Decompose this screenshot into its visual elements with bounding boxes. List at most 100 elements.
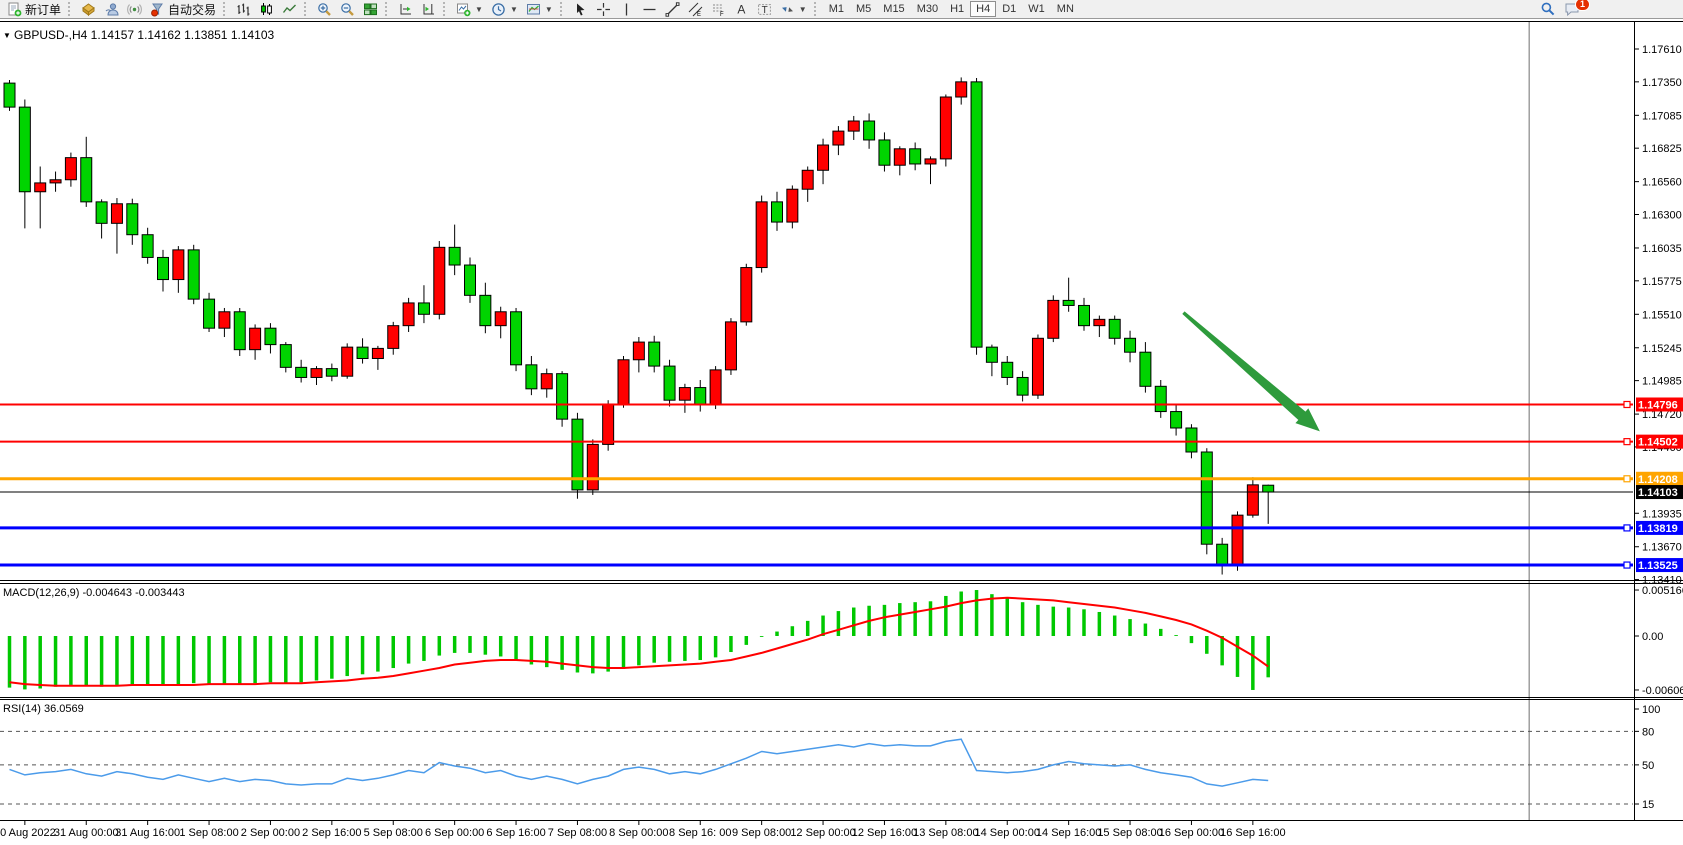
- candle-body: [771, 201, 783, 223]
- chart-shift-button[interactable]: [417, 1, 440, 18]
- chart-canvas[interactable]: 1.17610 1.17350 1.17085 1.16825 1.16560 1.163…: [0, 19, 1683, 845]
- zoom-in-button[interactable]: [313, 1, 336, 18]
- text-button[interactable]: A: [730, 1, 753, 18]
- new-chart-button[interactable]: ▼: [452, 1, 487, 18]
- candle-body: [1200, 451, 1213, 545]
- market-button[interactable]: [77, 1, 100, 18]
- line-handle[interactable]: [1623, 438, 1631, 446]
- timeframe-M15[interactable]: M15: [877, 1, 910, 17]
- dropdown-caret-icon: ▼: [544, 4, 553, 14]
- candles-chart-button[interactable]: [255, 1, 278, 18]
- price-axis: 1.17610 1.17350 1.17085 1.16825 1.16560 1.163…: [1634, 44, 1683, 811]
- text-label-button[interactable]: T: [753, 1, 776, 18]
- new-chart-icon: [456, 2, 471, 17]
- candle-body: [448, 246, 461, 266]
- bars-chart-icon: [236, 2, 251, 17]
- candle-body: [709, 369, 722, 405]
- rsi-line: [9, 738, 1269, 787]
- candle-body: [1062, 299, 1075, 306]
- signals-button[interactable]: [123, 1, 146, 18]
- time-tick-label: 16 Sep 16:00: [1220, 827, 1285, 839]
- line-chart-button[interactable]: [278, 1, 301, 18]
- timeframe-MN[interactable]: MN: [1051, 1, 1080, 17]
- timeframe-M1[interactable]: M1: [823, 1, 850, 17]
- periods-clock-icon: [491, 2, 506, 17]
- price-badges: 1.14796 1.14502 1.14208 1.13819 1.13525 1.141…: [1636, 397, 1683, 573]
- timeframe-D1[interactable]: D1: [996, 1, 1022, 17]
- horizontal-line-button[interactable]: [638, 1, 661, 18]
- price-tick-label: 1.16035: [1642, 243, 1682, 255]
- time-tick-label: 8 Sep 00:00: [609, 827, 668, 839]
- search-icon: [1540, 1, 1556, 17]
- toolbar-separator: [443, 2, 449, 16]
- crosshair-button[interactable]: [592, 1, 615, 18]
- candles-chart-icon: [259, 2, 274, 17]
- line-handle[interactable]: [1623, 400, 1631, 409]
- chart-title: GBPUSD-,H4 1.14157 1.14162 1.13851 1.141…: [14, 28, 275, 42]
- auto-trading-label: 自动交易: [168, 2, 217, 17]
- candle-body: [464, 264, 476, 296]
- price-badge-label: 1.14208: [1638, 474, 1678, 486]
- rsi-tick-label: 100: [1642, 704, 1660, 716]
- price-badge-label: 1.14103: [1638, 487, 1678, 499]
- tile-windows-button[interactable]: [359, 1, 382, 18]
- rsi-levels: [0, 730, 1633, 805]
- line-handle[interactable]: [1623, 524, 1631, 532]
- candle-body: [417, 302, 430, 315]
- timeframe-H4[interactable]: H4: [970, 1, 997, 17]
- bars-chart-button[interactable]: [232, 1, 255, 18]
- fibonacci-button[interactable]: F: [707, 1, 730, 18]
- notifications-button[interactable]: 1: [1560, 0, 1590, 18]
- periods-button[interactable]: ▼: [487, 1, 522, 18]
- auto-trading-button[interactable]: 自动交易: [146, 1, 220, 18]
- auto-scroll-button[interactable]: [394, 1, 417, 18]
- timeframe-group: M1 M5 M15 M30 H1 H4 D1 W1 MN: [823, 1, 1080, 17]
- time-tick-label: 14 Sep 00:00: [975, 827, 1040, 839]
- candle-body: [863, 120, 876, 141]
- search-button[interactable]: [1536, 1, 1560, 18]
- channel-icon: E: [688, 2, 703, 17]
- shapes-button[interactable]: ▼: [776, 1, 811, 18]
- macd-pane: [7, 590, 1270, 690]
- price-tick-label: 1.16300: [1642, 209, 1682, 221]
- price-badge-label: 1.14502: [1638, 437, 1678, 449]
- zoom-out-button[interactable]: [336, 1, 359, 18]
- timeframe-H1[interactable]: H1: [944, 1, 970, 17]
- cursor-button[interactable]: [569, 1, 592, 18]
- signal-icon: [127, 2, 142, 17]
- trendline-button[interactable]: [661, 1, 684, 18]
- candle-body: [724, 321, 737, 371]
- line-handle[interactable]: [1623, 475, 1631, 483]
- candle-body: [617, 359, 630, 405]
- candle-body: [1031, 337, 1044, 396]
- arrow-annotation[interactable]: [1182, 311, 1320, 432]
- candle-body: [1093, 318, 1106, 327]
- time-tick-label: 31 Aug 16:00: [115, 827, 180, 839]
- candle-body: [1016, 376, 1029, 396]
- chart-area[interactable]: 1.17610 1.17350 1.17085 1.16825 1.16560 1.163…: [0, 19, 1683, 845]
- new-order-button[interactable]: 新订单: [3, 1, 65, 18]
- community-button[interactable]: [100, 1, 123, 18]
- timeframe-M5[interactable]: M5: [850, 1, 877, 17]
- toolbar-separator: [813, 2, 820, 16]
- line-handle[interactable]: [1623, 561, 1631, 569]
- candle-body: [387, 325, 400, 349]
- candle-body: [187, 249, 200, 300]
- candle-body: [402, 302, 415, 327]
- timeframe-M30[interactable]: M30: [911, 1, 944, 17]
- candle-body: [801, 169, 814, 190]
- time-tick-label: 31 Aug 00:00: [54, 827, 119, 839]
- macd-tick-label: 0.00: [1642, 631, 1663, 643]
- channel-button[interactable]: E: [684, 1, 707, 18]
- templates-button[interactable]: ▼: [522, 1, 557, 18]
- macd-signal-line: [9, 596, 1269, 687]
- timeframe-W1[interactable]: W1: [1022, 1, 1051, 17]
- horizontal-line-objects: [0, 400, 1633, 569]
- candle-body: [126, 203, 139, 236]
- candle-body: [310, 368, 323, 378]
- price-badge-label: 1.13819: [1638, 523, 1678, 535]
- text-icon: A: [734, 2, 749, 17]
- candle-body: [817, 144, 830, 171]
- vertical-line-button[interactable]: [615, 1, 638, 18]
